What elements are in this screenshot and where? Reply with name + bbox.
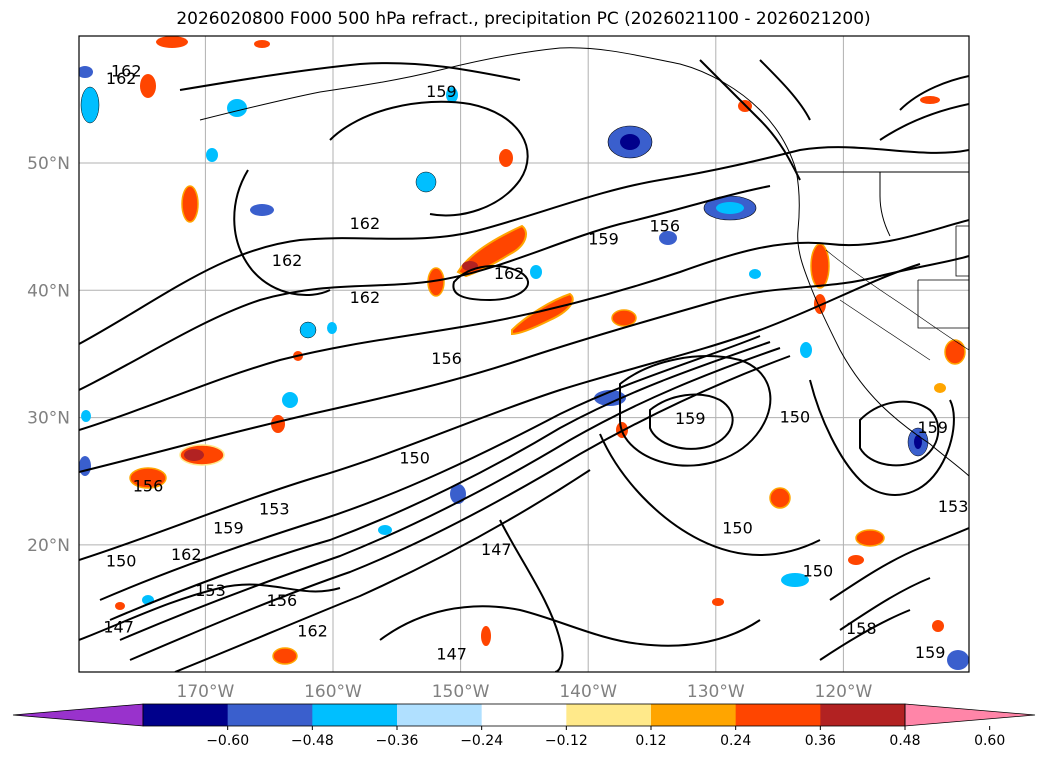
coastlines [199,47,969,477]
colorbar-tick-label: 0.36 [805,733,836,749]
contour-label: 156 [649,217,680,236]
contour-label: 147 [436,644,467,663]
longitude-label: 130°W [687,682,745,702]
contour-label: 147 [481,540,512,559]
negative-areas [79,66,969,670]
colorbar-tick-label: 0.60 [974,733,1005,749]
refractivity-contours [79,59,969,672]
latitude-label: 30°N [27,409,70,429]
contour-label: 159 [915,643,946,662]
contour-label: 156 [267,591,298,610]
colorbar-tick-label: −0.36 [376,733,419,749]
contour-label: 153 [938,497,969,516]
colorbar-tick-label: −0.24 [460,733,503,749]
contour-label: 156 [133,476,164,495]
colorbar-segment [735,704,821,726]
contour-label: 150 [399,448,430,467]
contour-label: 162 [494,264,525,283]
colorbar-tick-label: −0.48 [291,733,334,749]
contour-label: 156 [431,349,462,368]
contour-label: 150 [722,518,753,537]
colorbar-extend-high [904,703,1036,727]
graticule [79,36,969,672]
longitude-label: 170°W [177,682,235,702]
contour-label: 150 [780,408,811,427]
contour-labels: 1621621591621621621621591561561591501501… [103,61,968,663]
latitude-label: 20°N [27,536,70,556]
longitude-label: 150°W [432,682,490,702]
colorbar-segment [397,704,483,726]
colorbar-segment [651,704,737,726]
colorbar-segment [227,704,313,726]
colorbar-segment [566,704,652,726]
longitude-label: 140°W [559,682,617,702]
contour-label: 162 [272,251,303,270]
contour-label: 153 [259,499,290,518]
positive-areas [115,36,966,665]
colorbar-extend-low [12,703,144,727]
contour-label: 159 [426,82,457,101]
longitude-label: 160°W [304,682,362,702]
colorbar-tick-label: −0.60 [206,733,249,749]
plot-title: 2026020800 F000 500 hPa refract., precip… [176,9,871,29]
colorbar-tick-label: 0.24 [720,733,751,749]
latitude-label: 50°N [27,154,70,174]
contour-label: 162 [350,288,381,307]
contour-label: 150 [106,552,137,571]
colorbar-segment [820,704,906,726]
colorbar: −0.60 −0.48 −0.36 −0.24 −0.12 0.12 0.24 0.36 0.4… [12,703,1036,749]
colorbar-segment [312,704,398,726]
contour-label: 162 [297,622,328,641]
colorbar-tick-label: −0.12 [545,733,588,749]
contour-label: 162 [350,214,381,233]
precipitation-shading [79,36,969,670]
latitude-label: 40°N [27,281,70,301]
contour-label: 162 [111,61,142,80]
longitude-label: 120°W [815,682,873,702]
contour-label: 150 [803,562,834,581]
contour-label: 153 [195,581,226,600]
contour-label: 159 [213,518,244,537]
latitude-labels: 50°N 40°N 30°N 20°N [27,154,70,556]
contour-label: 159 [588,229,619,248]
map-frame [78,35,970,673]
colorbar-segment [143,704,229,726]
colorbar-outline [142,703,906,727]
contour-label: 159 [917,418,948,437]
colorbar-tick-label: 0.48 [889,733,920,749]
colorbar-segment [481,704,567,726]
colorbar-tick-label: 0.12 [635,733,666,749]
contour-label: 147 [103,618,134,637]
contour-label: 159 [675,409,706,428]
contour-label: 158 [846,619,877,638]
contour-label: 162 [171,545,202,564]
contour-label: 162 [106,69,137,88]
longitude-labels: 170°W 160°W 150°W 140°W 130°W 120°W [177,682,873,702]
